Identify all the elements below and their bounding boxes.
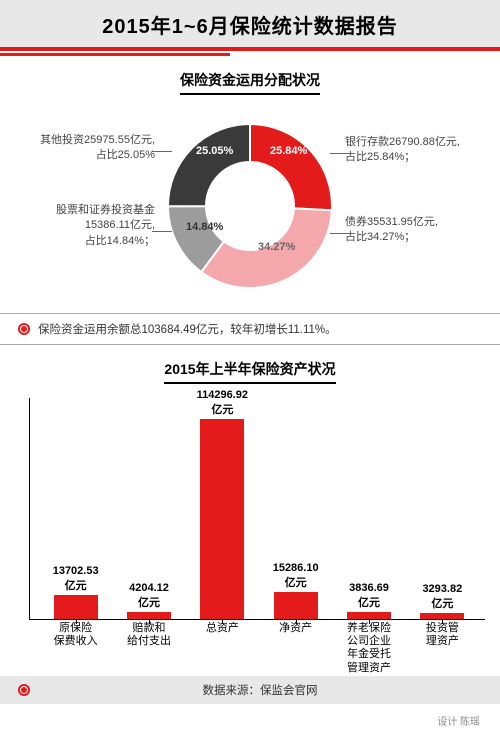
bar-category: 养老保险公司企业年金受托管理资产	[333, 622, 405, 675]
bullet-icon	[18, 323, 30, 335]
bullet-icon	[18, 684, 30, 696]
x-tick	[149, 620, 150, 624]
donut-label-stock: 股票和证券投资基金15386.11亿元,占比14.84%；	[10, 203, 155, 249]
leader-line	[152, 231, 172, 232]
leader-line	[152, 151, 172, 152]
slice-pct-bond: 34.27%	[258, 241, 295, 253]
donut-section-title: 保险资金运用分配状况	[180, 70, 320, 95]
bar	[420, 613, 464, 619]
donut-label-other: 其他投资25975.55亿元,占比25.05%	[10, 133, 155, 164]
donut-chart-area: 25.84% 34.27% 14.84% 25.05% 银行存款26790.88…	[0, 103, 500, 313]
bar-value: 4204.12亿元	[113, 582, 185, 610]
bar	[347, 612, 391, 619]
bar	[274, 592, 318, 619]
donut-slice-bank	[250, 124, 332, 210]
x-tick	[442, 620, 443, 624]
bar-category: 赔款和给付支出	[113, 622, 185, 648]
donut-slice-other	[168, 124, 250, 206]
design-credit: 设计 陈瑶	[437, 713, 480, 728]
slice-pct-stock: 14.84%	[186, 221, 223, 233]
bar-value: 15286.10亿元	[260, 562, 332, 590]
leader-line	[330, 233, 350, 234]
x-tick	[222, 620, 223, 624]
slice-pct-other: 25.05%	[196, 145, 233, 157]
x-axis	[29, 619, 485, 620]
bar	[200, 419, 244, 619]
y-axis	[29, 398, 30, 620]
bar-value: 3293.82亿元	[406, 583, 478, 611]
donut-label-bank: 银行存款26790.88亿元,占比25.84%；	[345, 135, 490, 166]
slice-pct-bank: 25.84%	[270, 145, 307, 157]
bar-value: 114296.92亿元	[186, 389, 258, 417]
donut-chart	[165, 121, 335, 291]
bar-category: 投资管理资产	[406, 622, 478, 648]
header-bar: 2015年1~6月保险统计数据报告	[0, 0, 500, 51]
bar-section-title: 2015年上半年保险资产状况	[164, 359, 335, 384]
bar-value: 3836.69亿元	[333, 582, 405, 610]
x-tick	[369, 620, 370, 624]
bar-chart-area: 13702.53亿元原保险保费收入4204.12亿元赔款和给付支出114296.…	[15, 398, 485, 668]
bar	[54, 595, 98, 619]
donut-note-row: 保险资金运用余额总103684.49亿元，较年初增长11.11%。	[0, 313, 500, 345]
x-tick	[76, 620, 77, 624]
leader-line	[330, 153, 350, 154]
source-row: 数据来源：保监会官网	[0, 676, 500, 704]
source-text: 数据来源：保监会官网	[38, 682, 482, 698]
bar-value: 13702.53亿元	[40, 565, 112, 593]
x-tick	[296, 620, 297, 624]
donut-note-text: 保险资金运用余额总103684.49亿元，较年初增长11.11%。	[38, 321, 337, 337]
page-title: 2015年1~6月保险统计数据报告	[0, 10, 500, 39]
bar	[127, 612, 171, 619]
bar-category: 原保险保费收入	[40, 622, 112, 648]
donut-label-bond: 债券35531.95亿元,占比34.27%；	[345, 215, 490, 246]
